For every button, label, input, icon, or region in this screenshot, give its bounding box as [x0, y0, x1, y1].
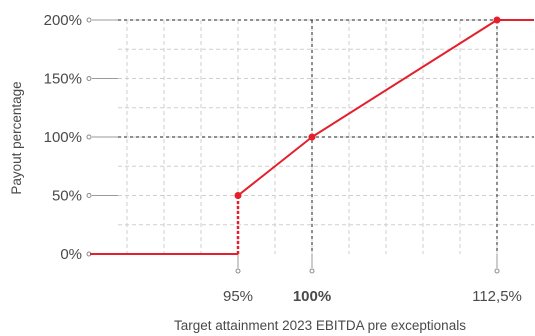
y-tick-label: 100%	[44, 129, 82, 146]
y-tick-marker	[86, 193, 92, 198]
x-tick-label: 95%	[223, 288, 253, 305]
x-tick-label: 100%	[293, 288, 331, 305]
grid	[118, 19, 534, 254]
reference-lines	[118, 19, 534, 268]
axes: 0% 50% 100% 150% 200% 95% 100% 112,5%	[44, 12, 522, 305]
series-line	[237, 19, 534, 197]
y-tick-marker	[86, 17, 92, 23]
y-tick-label: 50%	[52, 188, 82, 205]
data-point	[234, 192, 242, 199]
x-axis-title: Target attainment 2023 EBITDA pre except…	[174, 318, 466, 333]
y-tick-marker	[86, 134, 92, 140]
y-tick-label: 200%	[44, 12, 82, 29]
x-tick-marker	[494, 268, 500, 274]
y-tick-label: 150%	[44, 71, 82, 88]
x-tick-marker	[309, 268, 315, 274]
y-tick-marker	[86, 76, 92, 81]
y-axis-title: Payout percentage	[9, 81, 24, 194]
x-tick-label: 112,5%	[472, 288, 522, 305]
data-point	[493, 16, 501, 24]
data-point	[308, 133, 316, 141]
y-tick-label: 0%	[60, 246, 82, 263]
x-tick-marker	[235, 268, 241, 274]
series	[90, 16, 534, 255]
